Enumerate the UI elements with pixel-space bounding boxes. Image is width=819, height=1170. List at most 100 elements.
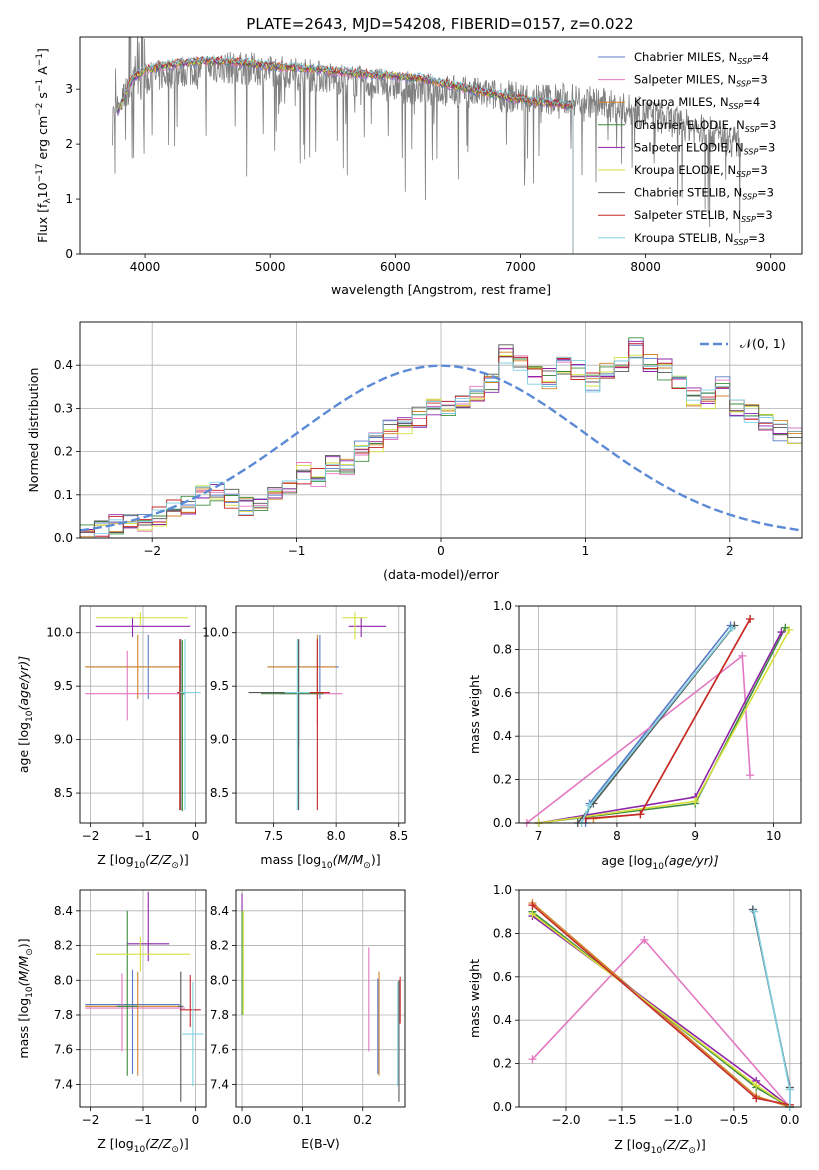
weight-age-ytick-label: 0.0 (493, 816, 512, 830)
mass-z-xlabel-part: )] (179, 1136, 189, 1151)
spectrum-ytick-label: 2 (65, 137, 73, 151)
weight-age-marker-8 (585, 801, 594, 810)
legend-entry-2: Kroupa MILES, NSSP=4 (634, 95, 760, 111)
mass-z-ytick-label: 7.6 (54, 1043, 73, 1057)
mass-z-plot-area (85, 891, 204, 1102)
mass-z-ylabel-sub: 10 (25, 986, 35, 998)
legend-count: =4 (743, 95, 760, 109)
mass-z-ylabel: mass [log10(M/M⊙)] (16, 938, 35, 1058)
age-mass-xlabel-part: mass [log (260, 852, 321, 867)
weight-z-xtick-label: −0.5 (719, 1113, 748, 1127)
weight-z-xtick-label: −1.0 (663, 1113, 692, 1127)
age-z-frame (79, 605, 207, 824)
ylabel-sup: −17 (35, 163, 45, 182)
spectrum-xtick-label: 8000 (630, 260, 661, 274)
mass-z-xtick-label: −1 (134, 1113, 152, 1127)
age-mass-xlabel: mass [log10(M/M⊙)] (260, 852, 380, 871)
age-z-xtick-label: 0 (192, 829, 200, 843)
legend-name: Salpeter STELIB, N (634, 208, 741, 222)
weight-z-series-7 (531, 904, 790, 1106)
weight-z-xlabel-sun: ⊙ (688, 1146, 696, 1156)
spectrum-xtick-label: 9000 (755, 260, 786, 274)
residuals-xtick-label: −2 (143, 544, 161, 558)
weight-z-ytick-label: 0.4 (493, 1013, 512, 1027)
age-mass-ytick-label: 9.5 (210, 679, 229, 693)
legend-count: =3 (756, 208, 773, 222)
age-z-xlabel: Z [log10(Z/Z⊙)] (97, 852, 188, 871)
weight-age-ylabel: mass weight (467, 675, 482, 754)
legend-sub: SSP (736, 170, 751, 179)
spectrum-xtick-label: 6000 (380, 260, 411, 274)
weight-z-marker-5 (528, 909, 537, 918)
ylabel-part: 10 (35, 182, 50, 198)
spectrum-ytick-label: 1 (65, 192, 73, 206)
legend-sub: SSP (734, 238, 749, 247)
spectrum-panel: 4000 5000 6000 7000 8000 9000 0 1 2 3 Chabrier MIL… (35, 36, 803, 297)
weight-z-ytick-label: 0.0 (493, 1100, 512, 1114)
weight-age-frame (518, 605, 802, 824)
legend-name: Chabrier STELIB, N (634, 186, 742, 200)
age-z-xlabel-sun: ⊙ (171, 861, 179, 871)
weight-z-series-8 (753, 911, 791, 1107)
legend-count: =3 (758, 140, 775, 154)
residual-histogram-8 (80, 356, 802, 538)
mass-ebv-ytick-label: 8.2 (210, 939, 229, 953)
spectrum-model-line-8 (117, 54, 574, 254)
mass-z-xlabel-sub: 10 (134, 1145, 146, 1155)
residuals-xtick-label: 2 (726, 544, 734, 558)
weight-age-marker-7 (746, 615, 755, 624)
age-mass-xlabel-part: )] (371, 852, 381, 867)
weight-age-series-8 (580, 627, 733, 824)
residual-histogram-6 (80, 344, 802, 538)
legend-count: =3 (751, 163, 768, 177)
weight-age-xlabel-part: age [log (601, 853, 652, 868)
weight-age-series-0 (584, 625, 732, 824)
mass-z-xlabel-sun: ⊙ (171, 1145, 179, 1155)
legend-sub: SSP (736, 80, 751, 89)
weight-z-ytick-label: 0.8 (493, 926, 512, 940)
mass-z-ytick-label: 8.2 (54, 939, 73, 953)
mass-z-panel: −2 −1 07.47.67.88.08.28.4Z [log10(Z/Z⊙)]ma… (16, 889, 207, 1155)
weight-z-marker-8 (785, 1085, 794, 1094)
legend-name: Chabrier ELODIE, N (634, 118, 745, 132)
weight-z-series-6 (752, 909, 791, 1107)
weight-z-frame (518, 889, 802, 1108)
residuals-xtick-label: 1 (582, 544, 590, 558)
age-z-ylabel-sub: 10 (25, 710, 35, 722)
mass-z-ytick-label: 7.8 (54, 1008, 73, 1022)
weight-z-marker-1 (640, 935, 649, 944)
ylabel-sup: −1 (35, 79, 45, 92)
age-z-xtick-label: −2 (82, 829, 100, 843)
mass-z-ylabel-part: mass [log (16, 998, 31, 1059)
age-z-ytick-label: 10.0 (46, 626, 73, 640)
legend-entry-6: Chabrier STELIB, NSSP=3 (634, 186, 774, 202)
weight-age-marker-1 (746, 771, 755, 780)
weight-age-ytick-label: 1.0 (493, 599, 512, 613)
legend-count: =3 (757, 186, 774, 200)
weight-z-marker-7 (752, 1094, 761, 1103)
legend-entry-8: Kroupa STELIB, NSSP=3 (634, 231, 765, 247)
legend-name: Salpeter ELODIE, N (634, 140, 744, 154)
spectrum-xtick-label: 7000 (505, 260, 536, 274)
residuals-ytick-label: 0.3 (54, 401, 73, 415)
mass-ebv-xtick-label: 0.0 (232, 1113, 251, 1127)
residuals-ytick-label: 0.1 (54, 488, 73, 502)
weight-age-ytick-label: 0.6 (493, 686, 512, 700)
weight-age-series-7 (585, 618, 751, 820)
figure-title: PLATE=2643, MJD=54208, FIBERID=0157, z=0… (246, 15, 633, 33)
weight-z-ytick-label: 1.0 (493, 883, 512, 897)
age-mass-xtick-label: 8.0 (327, 829, 346, 843)
residual-histogram-1 (80, 343, 802, 538)
weight-age-xtick-label: 10 (766, 829, 781, 843)
spectrum-frame (79, 36, 803, 255)
mass-ebv-ytick-label: 7.8 (210, 1008, 229, 1022)
age-z-panel: −2 −1 08.59.09.510.0Z [log10(Z/Z⊙)]age [lo… (16, 605, 207, 871)
legend-count: =3 (751, 73, 768, 87)
spectrum-xtick-label: 4000 (130, 260, 161, 274)
age-mass-xlabel-part: (M/M (333, 852, 364, 867)
age-z-ytick-label: 9.5 (54, 679, 73, 693)
mass-z-ylabel-part: (M/M (16, 956, 31, 987)
weight-age-ytick-label: 0.4 (493, 729, 512, 743)
weight-age-xlabel: age [log10(age/yr)] (601, 853, 718, 872)
